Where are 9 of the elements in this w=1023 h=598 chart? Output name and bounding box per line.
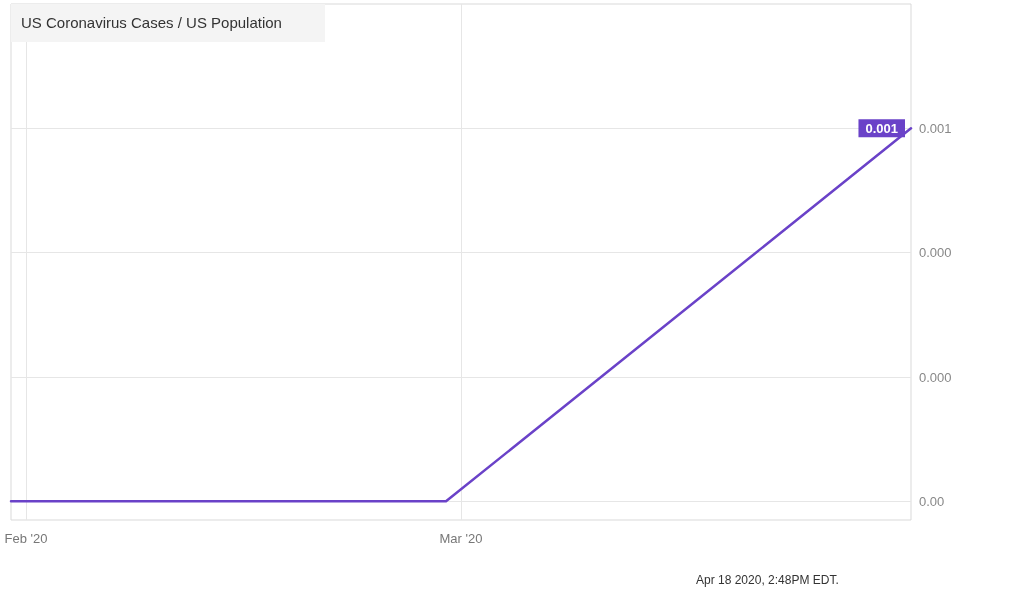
x-tick-label: Feb '20 xyxy=(4,531,48,546)
y-tick-label: 0.001 xyxy=(919,120,952,136)
y-tick-label: 0.00 xyxy=(919,493,945,509)
y-tick-label: 0.000 xyxy=(919,245,952,261)
y-tick-label: 0.000 xyxy=(919,369,952,385)
text: Apr 18 2020, 2:48PM EDT. xyxy=(696,573,839,587)
x-tick-label: Mar '20 xyxy=(439,531,483,546)
data-label: 0.001 xyxy=(865,120,898,136)
title-panel: US Coronavirus Cases / US Population xyxy=(11,4,325,42)
